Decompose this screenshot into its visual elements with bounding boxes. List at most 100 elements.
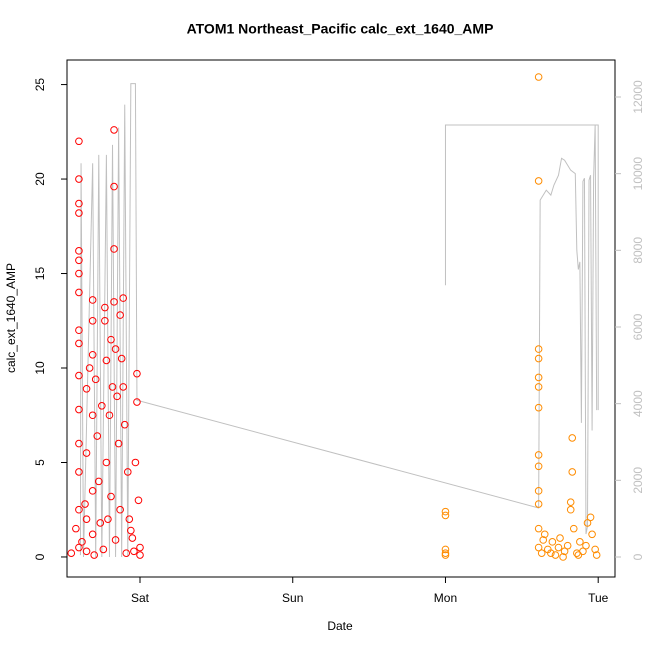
point: [534, 451, 543, 459]
point: [75, 247, 83, 255]
point: [568, 434, 577, 442]
point: [99, 545, 108, 554]
point: [88, 350, 97, 359]
point: [113, 392, 121, 401]
x-tick-label: Tue: [588, 591, 609, 605]
point: [114, 439, 123, 448]
point: [75, 371, 83, 380]
point: [134, 496, 143, 505]
point: [75, 468, 83, 476]
chart-title: ATOM1 Northeast_Pacific calc_ext_1640_AM…: [187, 21, 494, 37]
point: [108, 383, 117, 391]
point: [75, 199, 83, 208]
point: [96, 519, 105, 527]
point: [72, 524, 80, 533]
point: [91, 375, 100, 384]
line: [79, 83, 599, 558]
point: [75, 175, 83, 183]
point: [441, 511, 450, 520]
point: [75, 339, 83, 348]
point: [125, 515, 134, 523]
point: [554, 543, 563, 552]
point: [88, 316, 97, 325]
point: [547, 549, 555, 557]
point: [116, 311, 124, 319]
point: [441, 551, 450, 559]
y-tick-label: 20: [33, 172, 47, 186]
point: [563, 541, 572, 550]
point: [136, 551, 144, 559]
point: [583, 519, 592, 527]
point: [568, 468, 577, 476]
point: [85, 364, 94, 372]
point: [133, 398, 141, 406]
point: [75, 209, 83, 217]
x-axis-label: Date: [327, 619, 353, 633]
y-tick-label: 5: [33, 459, 47, 466]
point: [534, 403, 543, 412]
y-tick-label: 0: [33, 553, 47, 560]
y2-tick-label: 10000: [631, 157, 645, 191]
point: [441, 507, 450, 516]
point: [122, 549, 131, 557]
point: [127, 526, 135, 535]
point: [88, 296, 97, 304]
x-tick-label: Mon: [434, 591, 457, 605]
point: [441, 545, 450, 554]
point: [75, 137, 83, 146]
y-tick-label: 15: [33, 267, 47, 281]
point: [591, 545, 599, 554]
point: [537, 549, 546, 557]
x-tick-label: Sat: [131, 591, 150, 605]
point: [82, 547, 91, 556]
point: [556, 534, 564, 542]
point: [98, 402, 106, 410]
point: [133, 369, 141, 378]
point: [82, 449, 91, 457]
point: [574, 551, 583, 559]
point: [88, 487, 97, 495]
point: [88, 530, 97, 539]
point: [111, 345, 120, 353]
point: [548, 538, 557, 546]
point: [105, 411, 114, 420]
point: [82, 515, 91, 523]
point: [93, 432, 102, 440]
point: [120, 420, 129, 429]
point: [110, 245, 118, 253]
point: [110, 126, 118, 134]
point: [534, 345, 543, 353]
point: [534, 524, 543, 533]
point: [101, 303, 109, 312]
point: [559, 553, 567, 561]
point: [582, 541, 590, 550]
point: [534, 373, 543, 382]
point: [116, 505, 124, 514]
point: [102, 356, 111, 365]
point: [534, 500, 543, 508]
point: [107, 492, 115, 501]
point: [128, 534, 137, 542]
point: [534, 543, 543, 552]
point: [75, 439, 83, 448]
point: [119, 383, 128, 391]
point: [75, 256, 83, 265]
point: [119, 294, 128, 302]
point: [75, 405, 83, 414]
point: [102, 458, 111, 467]
point: [534, 462, 543, 471]
point: [78, 538, 86, 546]
point: [592, 551, 601, 559]
point: [540, 530, 549, 539]
point: [569, 524, 578, 533]
point: [534, 383, 543, 391]
y-tick-label: 25: [33, 78, 47, 92]
point: [136, 543, 144, 552]
y2-tick-label: 0: [631, 553, 645, 560]
y2-tick-label: 8000: [631, 237, 645, 264]
point: [110, 298, 118, 306]
point: [75, 505, 83, 514]
x-tick-label: Sun: [282, 591, 303, 605]
